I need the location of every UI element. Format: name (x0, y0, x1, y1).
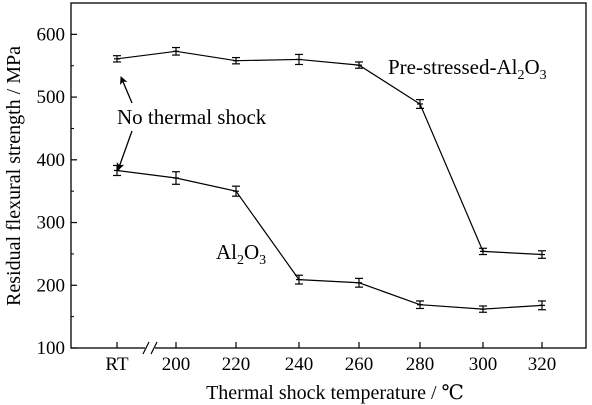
data-point (113, 55, 121, 63)
data-point (416, 98, 424, 109)
y-axis-title: Residual flexural strength / MPa (3, 46, 25, 306)
data-point (355, 61, 363, 69)
x-tick-label: 320 (528, 354, 557, 375)
data-point (232, 56, 240, 65)
x-tick-label: RT (105, 354, 129, 375)
data-point (295, 274, 303, 285)
y-tick-label: 300 (37, 213, 66, 234)
series-label-part: O (244, 240, 259, 264)
y-tick-label: 100 (37, 338, 66, 359)
series-label-pre-stressed: Pre-stressed-Al2O3 (388, 55, 547, 83)
x-tick-label: 280 (406, 354, 435, 375)
series-label-part: O (524, 55, 539, 79)
data-point (479, 305, 487, 313)
axis-break-mark (150, 341, 158, 355)
x-tick-label: 300 (469, 354, 498, 375)
series-label-part: Al (216, 240, 237, 264)
y-tick-label: 500 (37, 87, 66, 108)
series-line (116, 169, 543, 310)
y-tick-label: 600 (37, 24, 66, 45)
data-point (232, 185, 240, 197)
y-tick-label: 400 (37, 150, 66, 171)
data-point (172, 171, 180, 185)
annotation-arrow-lower (116, 130, 133, 171)
axis-break-gap (145, 343, 155, 353)
series-label-subscript: 3 (540, 68, 547, 83)
data-point (295, 53, 303, 66)
data-point (479, 247, 487, 256)
x-axis-title: Thermal shock temperature / ℃ (206, 382, 464, 404)
series-label-subscript: 2 (237, 253, 244, 268)
annotation-no-thermal-shock: No thermal shock (117, 105, 267, 129)
y-axis: 100 200 300 400 500 600 (37, 24, 77, 359)
data-point (416, 300, 424, 310)
series-label-part: Pre-stressed-Al (388, 55, 518, 79)
data-point (113, 164, 121, 177)
x-tick-label: 220 (222, 354, 251, 375)
series-label-al2o3: Al2O3 (216, 240, 266, 268)
y-tick-label: 200 (37, 275, 66, 296)
plot-frame (70, 2, 587, 349)
series-layer (113, 46, 546, 313)
x-tick-label: 260 (345, 354, 374, 375)
axis-break-mark (142, 341, 150, 355)
x-axis: RT 200 220 240 260 280 300 320 (105, 342, 556, 375)
data-point (172, 46, 180, 56)
data-point (538, 250, 546, 259)
data-point (355, 277, 363, 288)
x-tick-label: 200 (162, 354, 191, 375)
x-tick-label: 240 (285, 354, 314, 375)
series-label-subscript: 2 (517, 68, 524, 83)
series-label-subscript: 3 (259, 253, 266, 268)
data-point (538, 300, 546, 311)
annotation-arrow-upper (120, 76, 133, 104)
series-line (116, 50, 543, 256)
